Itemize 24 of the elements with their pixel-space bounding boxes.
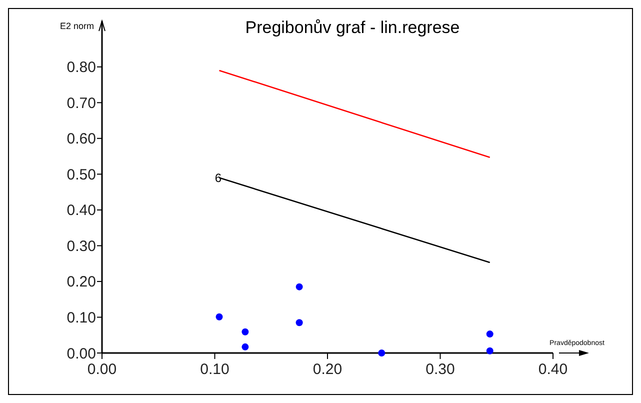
y-tick-label: 0.10: [66, 309, 96, 326]
x-tick-label: 0.40: [538, 361, 568, 378]
x-tick-label: 0.20: [312, 361, 342, 378]
y-tick-label: 0.40: [66, 202, 96, 220]
point: [242, 328, 249, 336]
y-tick-label: 0.00: [66, 345, 96, 362]
chart-title: Pregibonův graf - lin.regrese: [245, 18, 460, 37]
point: [486, 347, 494, 354]
point: [378, 350, 386, 356]
y-tick-label: 0.70: [66, 94, 96, 112]
y-axis-title: E2 norm: [60, 21, 94, 31]
y-tick-label: 0.60: [66, 130, 96, 148]
point: [486, 330, 494, 338]
point: [296, 319, 303, 326]
y-tick-label: 0.30: [66, 238, 96, 255]
point: [216, 313, 223, 320]
x-tick-label: 0.10: [200, 361, 230, 378]
x-tick-label: 0.30: [426, 361, 455, 378]
y-tick-label: 0.80: [66, 59, 96, 76]
point: [296, 283, 303, 290]
y-tick-label: 0.20: [66, 274, 96, 291]
y-tick-label: 0.50: [66, 166, 96, 184]
point: [242, 343, 249, 350]
x-tick-label: 0.00: [87, 361, 117, 378]
